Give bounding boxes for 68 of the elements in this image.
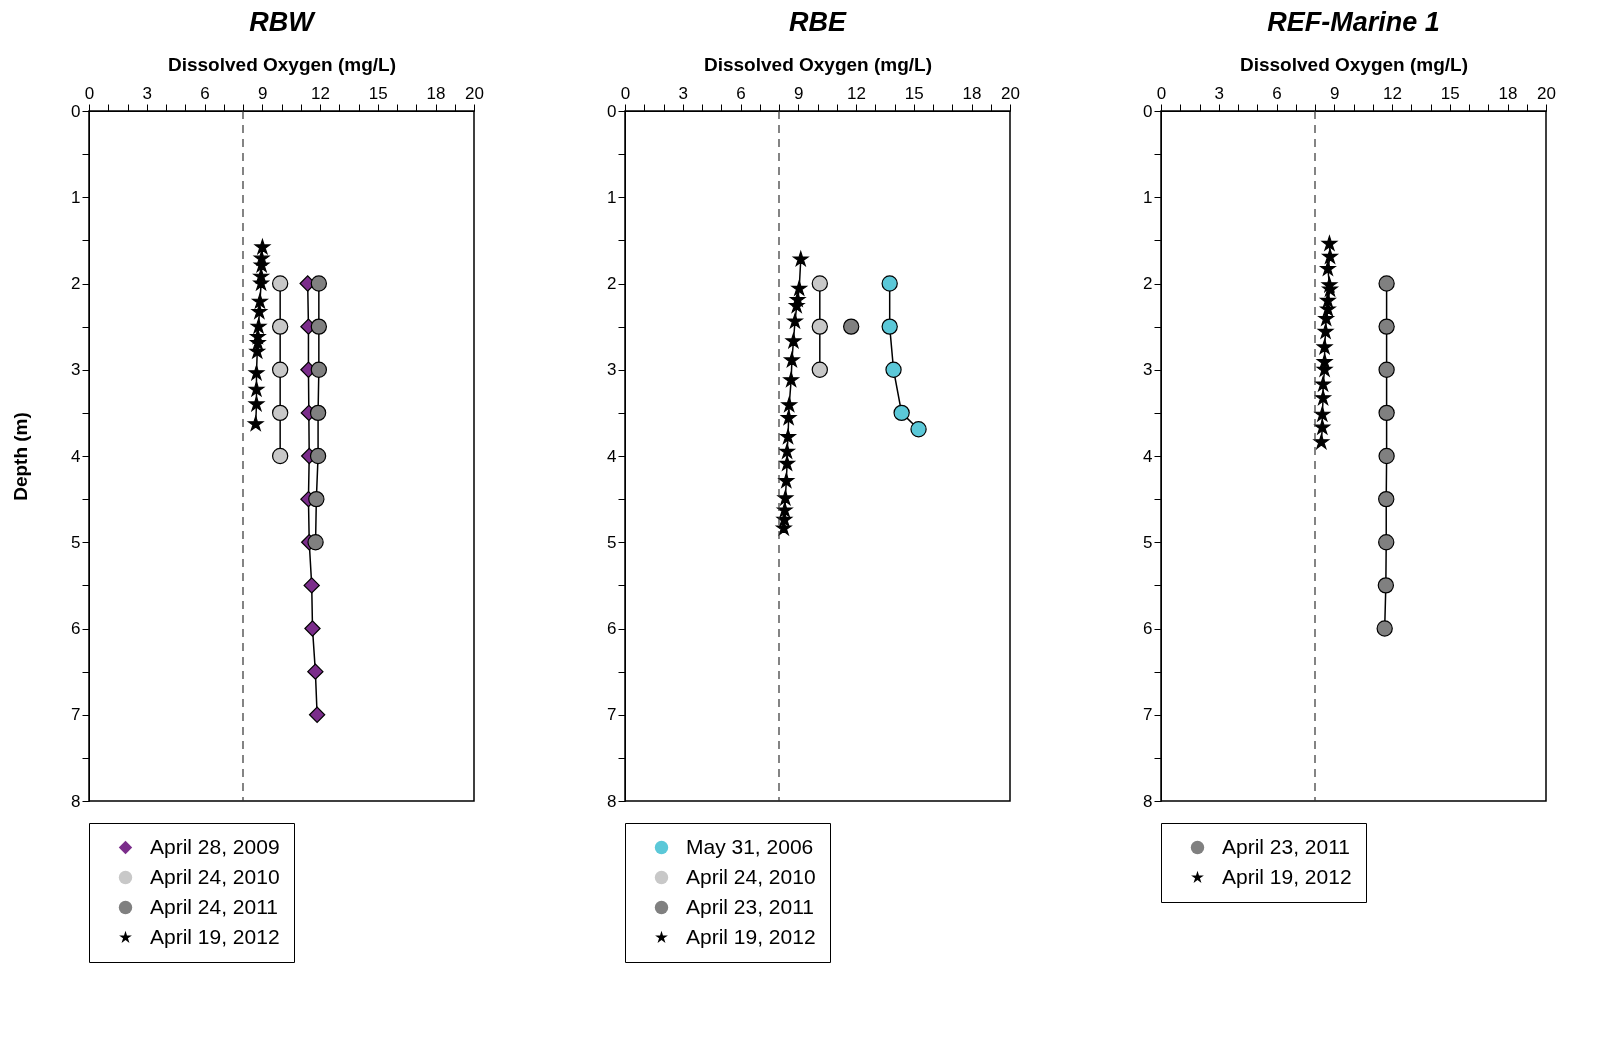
legend-label: April 24, 2011 [150, 894, 279, 918]
x-tick-label: 12 [1383, 83, 1402, 103]
x-tick-label: 9 [258, 83, 268, 103]
x-tick-label: 15 [904, 83, 924, 103]
x-tick-label: 6 [736, 83, 746, 103]
x-tick-label: 9 [1330, 83, 1340, 103]
y-tick-label: 8 [71, 791, 81, 811]
x-tick-label: 20 [1001, 83, 1020, 103]
x-tick-label: 6 [200, 83, 210, 103]
x-tick-label: 20 [1537, 83, 1556, 103]
y-tick-label: 3 [607, 360, 617, 380]
legend-label: April 19, 2012 [686, 924, 816, 948]
chart-title: REF-Marine 1 [1267, 7, 1440, 37]
y-tick-label: 6 [1143, 619, 1153, 638]
y-tick-label: 7 [607, 705, 617, 725]
x-tick-label: 20 [465, 83, 484, 103]
y-tick-label: 8 [1143, 791, 1153, 811]
legend-label: April 23, 2011 [686, 894, 815, 918]
y-tick-label: 5 [71, 532, 81, 552]
y-tick-label: 1 [71, 187, 81, 207]
chart-title: RBE [788, 7, 847, 37]
y-tick-label: 7 [1143, 705, 1153, 725]
x-tick-label: 3 [1214, 83, 1224, 103]
x-tick-label: 15 [368, 83, 388, 103]
y-tick-label: 4 [607, 446, 617, 466]
legend-label: April 23, 2011 [1222, 834, 1351, 858]
x-tick-label: 12 [311, 83, 330, 103]
legend-label: April 28, 2009 [150, 834, 280, 858]
y-tick-label: 0 [1143, 101, 1153, 121]
x-tick-label: 0 [620, 83, 631, 103]
legend-label: April 19, 2012 [150, 924, 280, 948]
x-tick-label: 3 [678, 83, 688, 103]
y-tick-label: 1 [1143, 187, 1153, 207]
legend-label: April 24, 2010 [150, 864, 280, 888]
legend-label: April 24, 2010 [686, 864, 816, 888]
x-tick-label: 18 [426, 83, 446, 103]
legend-label: April 19, 2012 [1222, 864, 1352, 888]
x-tick-label: 12 [847, 83, 866, 103]
y-tick-label: 2 [1143, 274, 1153, 293]
y-tick-label: 3 [71, 360, 81, 380]
y-tick-label: 2 [71, 274, 81, 293]
y-tick-label: 2 [607, 274, 617, 293]
y-tick-label: 5 [607, 532, 617, 552]
y-tick-label: 5 [1143, 532, 1153, 552]
x-tick-label: 0 [1156, 83, 1167, 103]
y-tick-label: 6 [607, 619, 617, 638]
y-tick-label: 6 [71, 619, 81, 638]
x-axis-title: Dissolved Oxygen (mg/L) [1239, 53, 1469, 75]
x-tick-label: 0 [84, 83, 95, 103]
y-tick-label: 0 [607, 101, 617, 121]
x-tick-label: 9 [794, 83, 804, 103]
y-tick-label: 4 [1143, 446, 1153, 466]
y-tick-label: 3 [1143, 360, 1153, 380]
y-tick-label: 8 [607, 791, 617, 811]
x-tick-label: 15 [1440, 83, 1460, 103]
y-tick-label: 4 [71, 446, 81, 466]
x-axis-title: Dissolved Oxygen (mg/L) [167, 53, 397, 75]
y-tick-label: 7 [71, 705, 81, 725]
x-axis-title: Dissolved Oxygen (mg/L) [703, 53, 933, 75]
x-tick-label: 18 [1498, 83, 1518, 103]
chart-title: RBW [249, 7, 317, 37]
x-tick-label: 3 [142, 83, 152, 103]
legend-label: May 31, 2006 [686, 834, 814, 858]
x-tick-label: 6 [1272, 83, 1282, 103]
y-tick-label: 0 [71, 101, 81, 121]
y-axis-title: Depth (m) [10, 412, 32, 501]
y-tick-label: 1 [607, 187, 617, 207]
x-tick-label: 18 [962, 83, 982, 103]
